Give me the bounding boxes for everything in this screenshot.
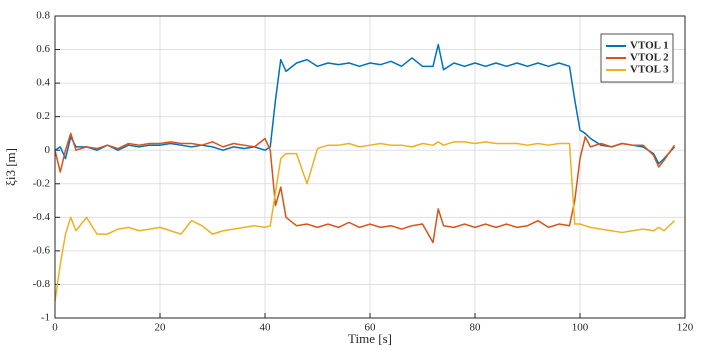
legend-label: VTOL 2 (630, 52, 669, 64)
x-axis-label: Time [s] (348, 331, 392, 346)
x-tick-label: 40 (260, 322, 272, 334)
x-tick-label: 60 (365, 322, 377, 334)
y-tick-label: -0.8 (33, 278, 51, 290)
x-tick-label: 120 (677, 322, 694, 334)
x-tick-label: 100 (572, 322, 589, 334)
y-tick-label: -1 (41, 312, 50, 324)
y-tick-label: 0.8 (36, 10, 50, 22)
x-tick-label: 80 (470, 322, 482, 334)
series-line (54, 43, 676, 165)
y-tick-label: 0.2 (36, 110, 50, 122)
y-tick-label: 0.6 (36, 43, 50, 55)
x-tick-label: 20 (155, 322, 167, 334)
y-tick-label: -0.6 (33, 244, 51, 256)
legend-label: VTOL 1 (630, 40, 669, 52)
plot-frame (54, 15, 686, 319)
y-tick-label: 0.4 (36, 77, 50, 89)
y-axis-label: ξi3 [m] (3, 148, 18, 186)
legend-label: VTOL 3 (630, 64, 669, 76)
series-line (54, 141, 676, 302)
y-tick-label: -0.2 (33, 177, 50, 189)
y-tick-label: 0 (45, 144, 51, 156)
series-line (54, 132, 676, 244)
y-tick-label: -0.4 (33, 211, 51, 223)
x-tick-label: 0 (52, 322, 58, 334)
